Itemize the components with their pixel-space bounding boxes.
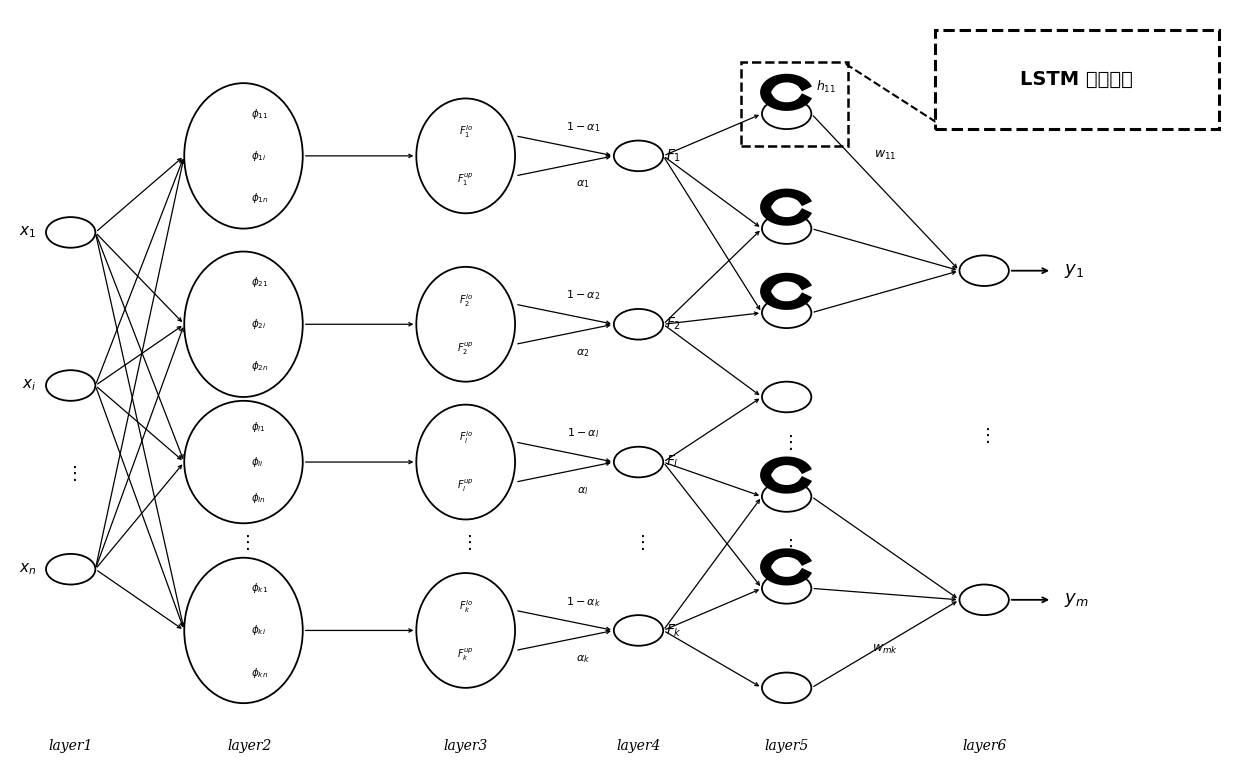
Text: $\vdots$: $\vdots$ xyxy=(781,537,792,556)
Text: $\phi_{21}$: $\phi_{21}$ xyxy=(250,275,268,289)
Text: $F_1^{lo}$: $F_1^{lo}$ xyxy=(459,123,472,140)
Text: $F_l^{lo}$: $F_l^{lo}$ xyxy=(459,429,472,446)
Circle shape xyxy=(761,481,811,512)
Text: $\phi_{k1}$: $\phi_{k1}$ xyxy=(250,581,268,595)
Circle shape xyxy=(761,573,811,604)
Text: layer4: layer4 xyxy=(616,739,661,753)
Text: $\phi_{li}$: $\phi_{li}$ xyxy=(250,455,264,469)
Text: $F_2^{up}$: $F_2^{up}$ xyxy=(458,340,474,356)
Text: $F_k$: $F_k$ xyxy=(666,622,682,638)
Ellipse shape xyxy=(417,573,515,688)
Circle shape xyxy=(614,309,663,339)
Text: $w_{11}$: $w_{11}$ xyxy=(874,150,897,163)
Circle shape xyxy=(46,554,95,584)
Ellipse shape xyxy=(417,405,515,520)
Text: $\phi_{2n}$: $\phi_{2n}$ xyxy=(250,359,269,373)
Circle shape xyxy=(960,255,1009,286)
Text: $\vdots$: $\vdots$ xyxy=(238,533,249,552)
Text: $F_1$: $F_1$ xyxy=(666,148,681,164)
Text: $1-\alpha_l$: $1-\alpha_l$ xyxy=(567,426,599,440)
Text: $\vdots$: $\vdots$ xyxy=(781,433,792,453)
Text: $\vdots$: $\vdots$ xyxy=(64,464,77,483)
Text: $\vdots$: $\vdots$ xyxy=(978,426,990,445)
Text: $y_1$: $y_1$ xyxy=(1064,261,1085,280)
Circle shape xyxy=(761,382,811,412)
Text: $\phi_{11}$: $\phi_{11}$ xyxy=(250,106,268,121)
Circle shape xyxy=(46,217,95,247)
Ellipse shape xyxy=(185,401,303,524)
Text: $\phi_{1i}$: $\phi_{1i}$ xyxy=(250,149,267,163)
Text: $F_l$: $F_l$ xyxy=(666,454,678,470)
Text: $y_m$: $y_m$ xyxy=(1064,591,1089,609)
Text: $x_i$: $x_i$ xyxy=(22,378,36,393)
Text: $F_2$: $F_2$ xyxy=(666,316,681,332)
Text: $h_{11}$: $h_{11}$ xyxy=(816,79,837,95)
Ellipse shape xyxy=(185,83,303,228)
Circle shape xyxy=(46,370,95,401)
Text: LSTM 体系结构: LSTM 体系结构 xyxy=(1021,70,1133,89)
Text: $F_2^{lo}$: $F_2^{lo}$ xyxy=(459,291,472,308)
Text: $F_k^{up}$: $F_k^{up}$ xyxy=(458,646,474,663)
Text: $\alpha_2$: $\alpha_2$ xyxy=(577,347,590,359)
Text: layer1: layer1 xyxy=(48,739,93,753)
Ellipse shape xyxy=(417,99,515,214)
Text: $x_n$: $x_n$ xyxy=(19,561,36,577)
Text: $1-\alpha_1$: $1-\alpha_1$ xyxy=(565,120,600,134)
Text: layer5: layer5 xyxy=(765,739,808,753)
Circle shape xyxy=(614,446,663,477)
Circle shape xyxy=(761,214,811,244)
Ellipse shape xyxy=(417,267,515,382)
Text: $\phi_{ln}$: $\phi_{ln}$ xyxy=(250,490,265,504)
Text: $1-\alpha_k$: $1-\alpha_k$ xyxy=(565,595,600,608)
Ellipse shape xyxy=(185,557,303,703)
Text: $x_1$: $x_1$ xyxy=(19,224,36,241)
Circle shape xyxy=(761,298,811,328)
Circle shape xyxy=(761,99,811,129)
Text: $\phi_{ki}$: $\phi_{ki}$ xyxy=(250,624,265,638)
FancyBboxPatch shape xyxy=(935,29,1219,129)
Text: $w_{mk}$: $w_{mk}$ xyxy=(873,643,899,656)
Text: $\phi_{l1}$: $\phi_{l1}$ xyxy=(250,419,265,433)
Text: $F_l^{up}$: $F_l^{up}$ xyxy=(458,478,474,494)
Text: $\vdots$: $\vdots$ xyxy=(632,533,645,552)
Circle shape xyxy=(614,140,663,171)
Circle shape xyxy=(614,615,663,646)
Text: layer6: layer6 xyxy=(962,739,1007,753)
Text: $F_k^{lo}$: $F_k^{lo}$ xyxy=(459,598,472,614)
Text: $\alpha_k$: $\alpha_k$ xyxy=(575,653,590,665)
Text: $\phi_{kn}$: $\phi_{kn}$ xyxy=(250,665,268,679)
Text: $F_1^{up}$: $F_1^{up}$ xyxy=(458,172,474,188)
Ellipse shape xyxy=(185,251,303,397)
Text: $\phi_{1n}$: $\phi_{1n}$ xyxy=(250,191,269,205)
Circle shape xyxy=(960,584,1009,615)
Circle shape xyxy=(761,672,811,703)
Text: $\vdots$: $\vdots$ xyxy=(460,533,471,552)
Text: layer2: layer2 xyxy=(227,739,272,753)
Text: $1-\alpha_2$: $1-\alpha_2$ xyxy=(565,288,600,302)
Text: $\alpha_1$: $\alpha_1$ xyxy=(577,179,590,190)
Text: layer3: layer3 xyxy=(444,739,487,753)
Text: $\phi_{2i}$: $\phi_{2i}$ xyxy=(250,317,267,332)
Text: $\alpha_l$: $\alpha_l$ xyxy=(578,485,589,497)
